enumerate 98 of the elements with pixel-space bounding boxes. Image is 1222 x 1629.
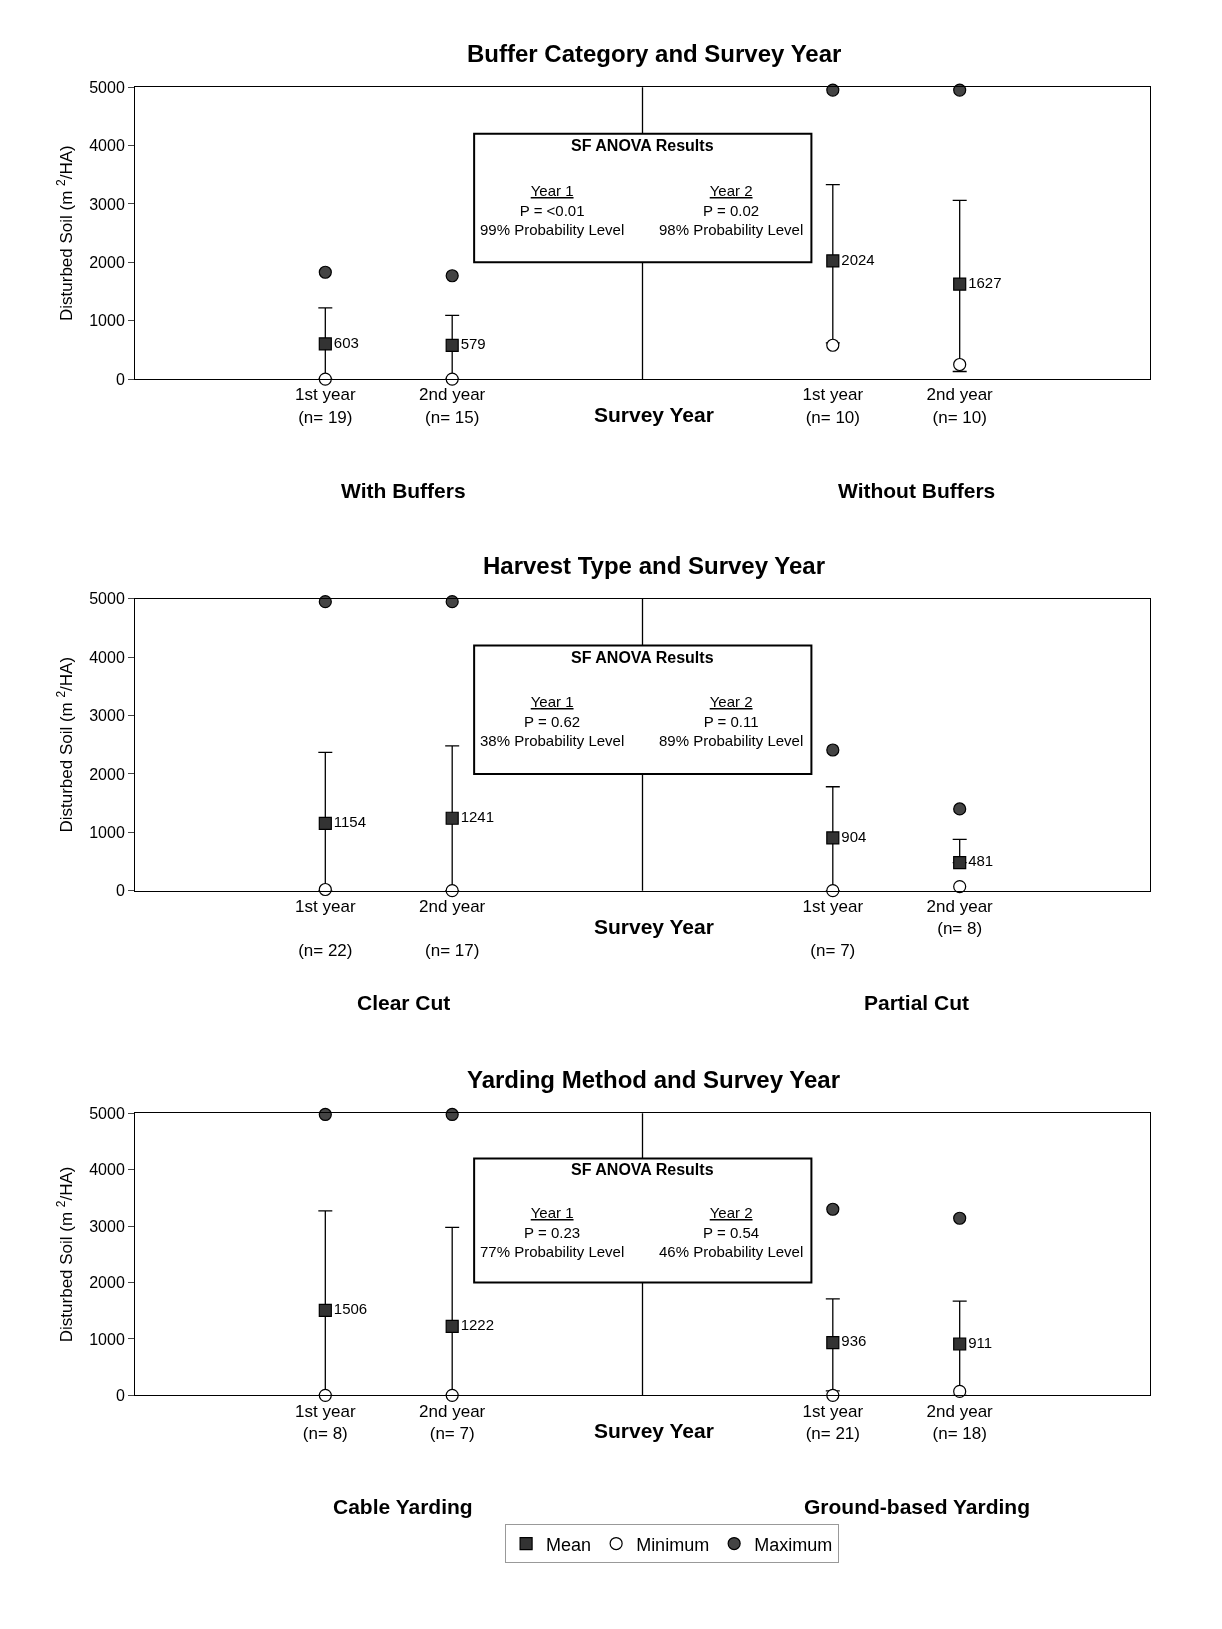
x-axis-title: Survey Year	[594, 1419, 714, 1442]
annotation: Year 1 P = <0.01 99% Probability Level	[480, 182, 625, 238]
x-tick-label: 1st year (n= 10)	[802, 385, 864, 427]
data-label: 936	[841, 1332, 867, 1350]
point	[318, 1107, 332, 1122]
legend-label: Mean	[546, 1534, 592, 1555]
annotation: SF ANOVA Results	[571, 1161, 714, 1178]
point	[445, 884, 459, 898]
point	[953, 880, 967, 894]
y-tick-label: 2000	[89, 253, 125, 271]
point	[445, 595, 459, 609]
category-label: 1st year (n= 7)	[802, 897, 864, 961]
data-label: 1627	[968, 273, 1002, 291]
y-tick-label: 4000	[89, 648, 125, 666]
point	[445, 372, 459, 386]
x-tick-label: 2nd year (n= 18)	[926, 1401, 994, 1443]
data-label: 2024	[841, 250, 875, 268]
point	[318, 265, 332, 279]
legend-label: Maximum	[754, 1534, 833, 1555]
data-label: 911	[968, 1333, 993, 1351]
annotation: Year 2 P = 0.11 89% Probability Level	[659, 693, 804, 749]
point	[318, 337, 332, 351]
point	[445, 1319, 459, 1334]
data-label: 1154	[333, 813, 367, 831]
point	[318, 1303, 332, 1318]
data-label: 481	[968, 852, 994, 870]
point	[953, 357, 967, 372]
annotation: Year 2 P = 0.54 46% Probability Level	[659, 1204, 804, 1260]
x-tick-label: 2nd year (n= 7)	[419, 1401, 486, 1443]
category-label: 2nd year (n= 17)	[419, 897, 486, 961]
x-tick-label: 1st year (n= 21)	[802, 1401, 864, 1443]
annotation: Year 2 P = 0.02 98% Probability Level	[659, 182, 804, 238]
point	[826, 83, 840, 97]
point	[318, 882, 332, 897]
annotation: Year 1 P = 0.62 38% Probability Level	[480, 693, 625, 749]
annotation: Year 1 P = 0.23 77% Probability Level	[480, 1204, 625, 1260]
text: Ground-based Yarding	[804, 1495, 1030, 1518]
y-tick-label: 1000	[89, 823, 125, 841]
point	[953, 1211, 967, 1225]
y-tick-label: 2000	[89, 1274, 125, 1292]
y-tick-label: 0	[115, 370, 125, 388]
x-tick-label: 1st year (n= 19)	[295, 385, 356, 427]
text: Partial Cut	[864, 991, 970, 1014]
y-tick-label: 4000	[89, 137, 125, 155]
point	[953, 83, 967, 97]
x-tick-label: 2nd year (n= 8)	[926, 897, 994, 939]
point	[445, 269, 459, 283]
chart-title: Yarding Method and Survey Year	[467, 1066, 841, 1093]
point	[953, 1337, 967, 1351]
text: Cable Yarding	[333, 1495, 473, 1518]
point	[445, 1107, 459, 1122]
y-tick-label: 1000	[89, 312, 125, 330]
x-tick-label: 2nd year (n= 10)	[926, 385, 994, 427]
point	[318, 595, 332, 609]
y-tick-label: 3000	[89, 1217, 125, 1235]
chart-title: Buffer Category and Survey Year	[467, 40, 842, 67]
point	[826, 1202, 840, 1216]
point	[953, 277, 967, 291]
y-tick-label: 5000	[89, 590, 125, 608]
data-label: 1222	[460, 1316, 495, 1334]
annotation: SF ANOVA Results	[571, 137, 714, 154]
y-tick-label: 1000	[89, 1330, 125, 1348]
text: Clear Cut	[357, 991, 451, 1014]
y-tick-label: 3000	[89, 707, 125, 725]
data-label: 1506	[333, 1300, 368, 1318]
data-label: 579	[460, 335, 486, 353]
x-tick-label: 1st year (n= 8)	[295, 1401, 356, 1443]
annotation: SF ANOVA Results	[571, 649, 714, 666]
point	[318, 816, 332, 830]
x-axis-title: Survey Year	[594, 403, 714, 426]
x-tick-label: 2nd year (n= 15)	[419, 385, 486, 427]
point	[445, 811, 459, 825]
text: Without Buffers	[838, 479, 996, 502]
category-label: 1st year (n= 22)	[295, 897, 356, 961]
point	[826, 884, 840, 898]
point	[826, 338, 840, 352]
point	[826, 831, 840, 845]
data-label: 603	[333, 333, 359, 351]
point	[826, 254, 840, 268]
y-tick-label: 0	[115, 882, 125, 900]
x-axis-title: Survey Year	[594, 915, 714, 938]
y-tick-label: 0	[115, 1386, 125, 1404]
legend-label: Minimum	[636, 1534, 710, 1555]
point	[445, 338, 459, 352]
point	[953, 856, 967, 870]
chart-title: Harvest Type and Survey Year	[483, 552, 825, 579]
data-label: 1241	[460, 807, 495, 825]
y-tick-label: 5000	[89, 78, 125, 96]
point	[318, 372, 332, 386]
y-tick-label: 5000	[89, 1104, 125, 1122]
point	[826, 743, 840, 757]
y-tick-label: 3000	[89, 195, 125, 213]
y-tick-label: 2000	[89, 765, 125, 783]
point	[953, 802, 967, 816]
point	[826, 1335, 840, 1350]
text: With Buffers	[341, 479, 466, 502]
data-label: 904	[841, 827, 867, 845]
y-tick-label: 4000	[89, 1161, 125, 1179]
